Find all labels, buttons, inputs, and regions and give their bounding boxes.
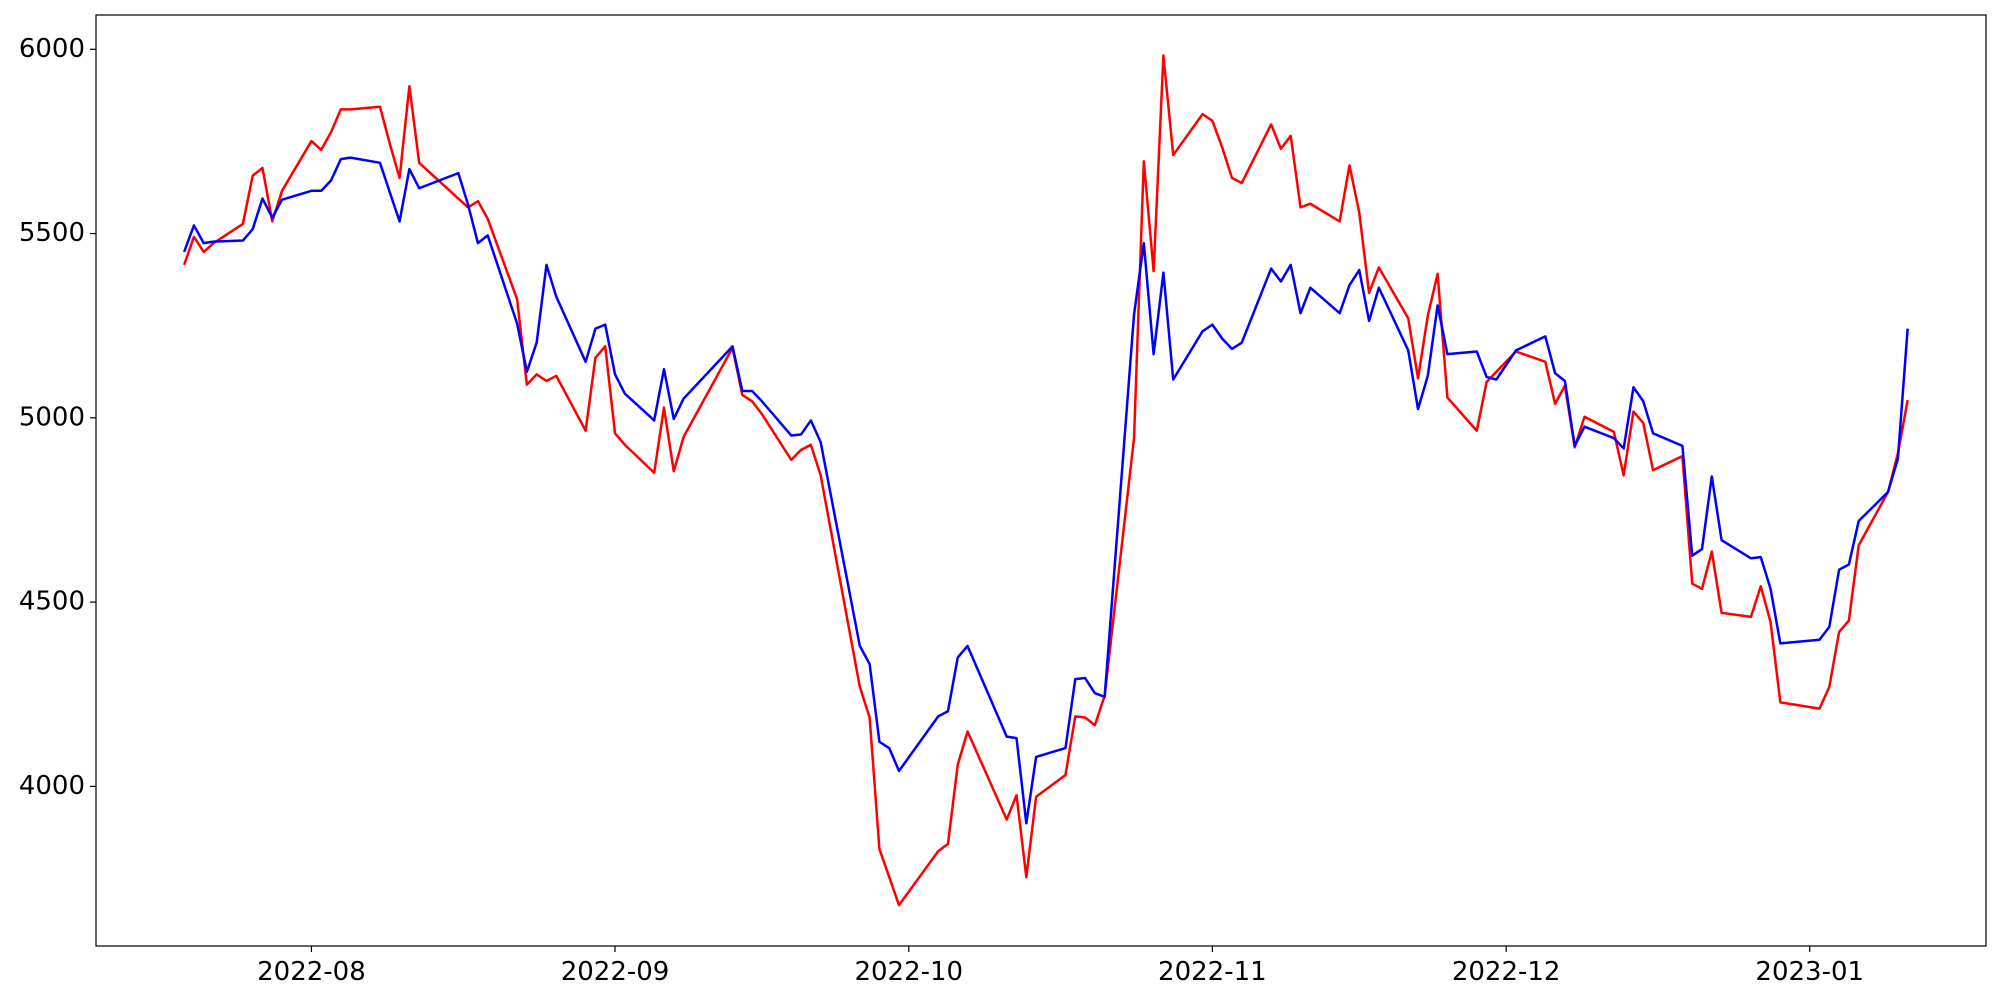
x-tick-label: 2023-01 <box>1755 957 1864 987</box>
line-series <box>182 156 1909 825</box>
y-tick-label: 4500 <box>19 587 85 617</box>
x-tick-label: 2022-12 <box>1452 957 1561 987</box>
plot-frame <box>95 14 1987 947</box>
x-tick-label: 2022-08 <box>257 957 366 987</box>
x-tick-label: 2022-10 <box>854 957 963 987</box>
x-tick-label: 2022-09 <box>561 957 670 987</box>
y-tick-label: 6000 <box>19 34 85 64</box>
x-tick-label: 2022-11 <box>1158 957 1267 987</box>
y-tick-label: 5000 <box>19 402 85 432</box>
line-series <box>182 54 1909 907</box>
y-tick-label: 5500 <box>19 218 85 248</box>
y-tick-label: 4000 <box>19 771 85 801</box>
